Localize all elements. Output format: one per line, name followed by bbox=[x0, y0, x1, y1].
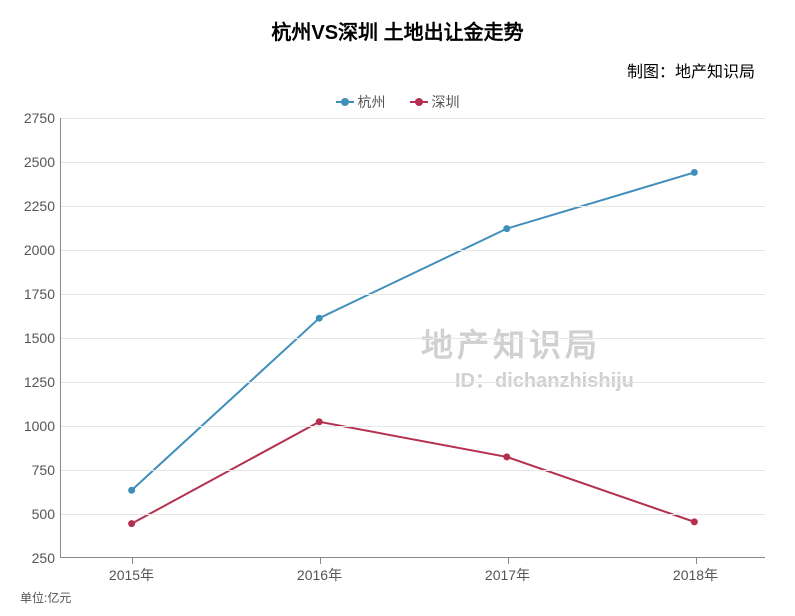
y-tick-label: 1500 bbox=[24, 330, 61, 346]
data-point bbox=[503, 453, 510, 460]
chart-credit: 制图：地产知识局 bbox=[627, 58, 755, 82]
data-point bbox=[316, 418, 323, 425]
y-tick-label: 2500 bbox=[24, 154, 61, 170]
data-point bbox=[503, 225, 510, 232]
plot-area: 地产知识局 ID：dichanzhishiju 2505007501000125… bbox=[60, 118, 765, 558]
legend-label: 杭州 bbox=[358, 92, 386, 112]
gridline bbox=[61, 382, 765, 383]
data-point bbox=[691, 518, 698, 525]
y-tick-label: 1000 bbox=[24, 418, 61, 434]
series-line bbox=[132, 422, 695, 524]
gridline bbox=[61, 162, 765, 163]
x-tick-label: 2017年 bbox=[485, 557, 530, 585]
y-tick-label: 2750 bbox=[24, 110, 61, 126]
data-point bbox=[691, 169, 698, 176]
y-tick-label: 250 bbox=[32, 550, 61, 566]
y-tick-label: 2000 bbox=[24, 242, 61, 258]
x-tick-label: 2018年 bbox=[673, 557, 718, 585]
x-tick-label: 2016年 bbox=[297, 557, 342, 585]
y-tick-label: 500 bbox=[32, 506, 61, 522]
gridline bbox=[61, 206, 765, 207]
x-tick-label: 2015年 bbox=[109, 557, 154, 585]
gridline bbox=[61, 338, 765, 339]
legend-swatch-icon bbox=[410, 98, 428, 106]
unit-label: 单位:亿元 bbox=[20, 589, 71, 606]
y-tick-label: 2250 bbox=[24, 198, 61, 214]
legend-label: 深圳 bbox=[432, 92, 460, 112]
gridline bbox=[61, 250, 765, 251]
series-line bbox=[132, 172, 695, 490]
legend: 杭州 深圳 bbox=[336, 92, 460, 112]
data-point bbox=[128, 520, 135, 527]
y-tick-label: 1250 bbox=[24, 374, 61, 390]
chart-title: 杭州VS深圳 土地出让金走势 bbox=[0, 0, 795, 45]
gridline bbox=[61, 426, 765, 427]
legend-item: 杭州 bbox=[336, 92, 386, 112]
legend-item: 深圳 bbox=[410, 92, 460, 112]
legend-swatch-icon bbox=[336, 98, 354, 106]
gridline bbox=[61, 514, 765, 515]
gridline bbox=[61, 118, 765, 119]
data-point bbox=[316, 315, 323, 322]
y-tick-label: 1750 bbox=[24, 286, 61, 302]
data-point bbox=[128, 487, 135, 494]
gridline bbox=[61, 294, 765, 295]
gridline bbox=[61, 470, 765, 471]
y-tick-label: 750 bbox=[32, 462, 61, 478]
